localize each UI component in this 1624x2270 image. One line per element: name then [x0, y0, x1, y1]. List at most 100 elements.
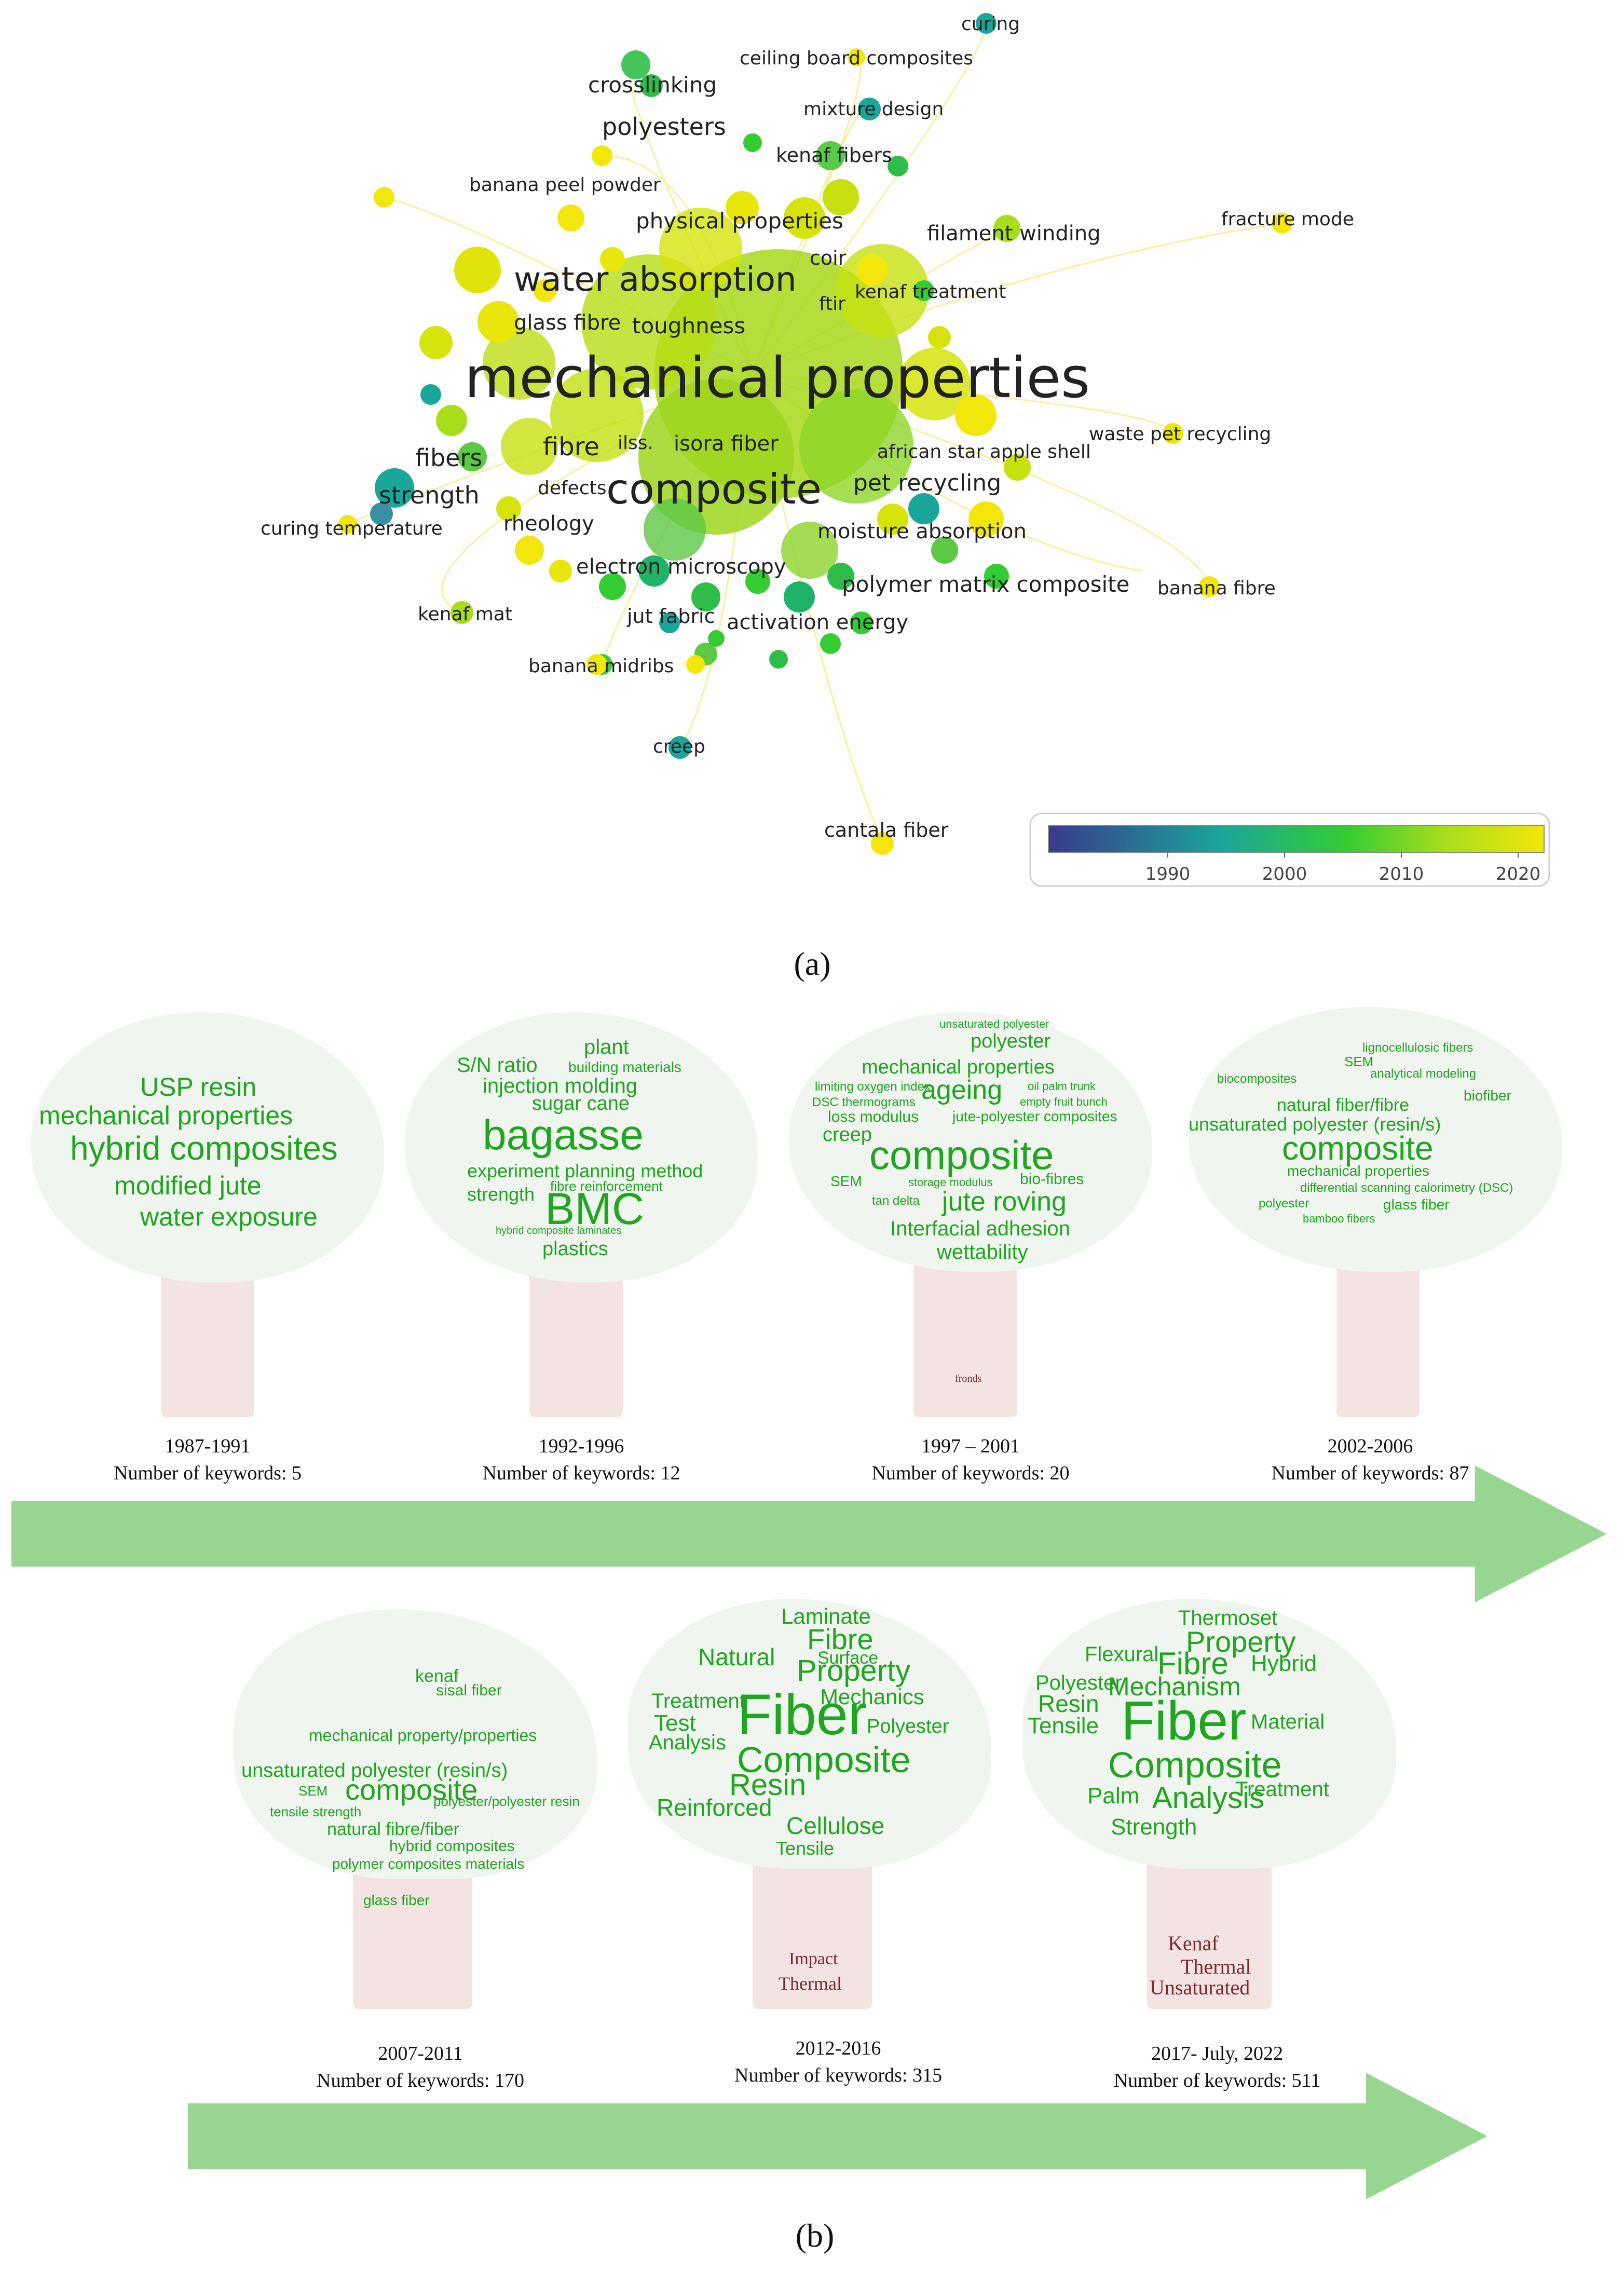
word: strength	[467, 1184, 535, 1205]
network-small-nodes	[338, 13, 1292, 855]
word: Interfacial adhesion	[890, 1217, 1070, 1240]
word: differential scanning calorimetry (DSC)	[1300, 1181, 1513, 1195]
word: Thermoset	[1178, 1607, 1278, 1629]
word: polymer composites materials	[332, 1856, 525, 1872]
legend-tick-1990: 1990	[1145, 864, 1191, 885]
kw-glass-fibre: glass fibre	[514, 311, 621, 335]
word: Impact	[789, 1949, 838, 1968]
word: empty fruit bunch	[1020, 1095, 1108, 1108]
timeline-arrow-top	[10, 1464, 1612, 1606]
word: Palm	[1087, 1783, 1140, 1809]
word: injection molding	[483, 1075, 637, 1097]
word: Laminate	[781, 1604, 871, 1628]
word: SEM	[830, 1173, 862, 1189]
word: water exposure	[140, 1202, 318, 1231]
kw-ceiling-board-composites: ceiling board composites	[740, 48, 973, 69]
word: Thermal	[779, 1973, 842, 1994]
network-labels: curing ceiling board composites crosslin…	[261, 13, 1354, 841]
word: Resin	[729, 1768, 807, 1802]
kw-physical-properties: physical properties	[636, 208, 843, 234]
word: polyester	[1259, 1197, 1309, 1211]
word: hybrid composites	[70, 1130, 338, 1167]
word: kenaf	[415, 1666, 459, 1686]
kw-fibre: fibre	[543, 432, 599, 461]
kw-rheology: rheology	[503, 512, 594, 536]
word: limiting oxygen index	[815, 1080, 931, 1094]
kw-moisture-absorption: moisture absorption	[817, 520, 1027, 543]
word: Resin	[1038, 1690, 1099, 1717]
word: building materials	[568, 1059, 681, 1075]
word: Flexural	[1085, 1643, 1159, 1666]
word: hybrid composite laminates	[496, 1225, 622, 1236]
word: sugar cane	[532, 1093, 630, 1114]
word: biocomposites	[1217, 1072, 1297, 1086]
kw-polymer-matrix-composite: polymer matrix composite	[842, 572, 1129, 597]
word: Strength	[1111, 1814, 1197, 1840]
kw-mixture-design: mixture design	[803, 99, 944, 120]
word: mechanical properties	[862, 1056, 1055, 1078]
word: Fibre	[807, 1623, 874, 1655]
kw-water-absorption: water absorption	[514, 261, 797, 299]
kw-fibers: fibers	[415, 444, 482, 472]
kw-pet-recycling: pet recycling	[853, 470, 1001, 496]
tree-1997-2001: unsaturated polyester polyester mechanic…	[784, 1002, 1157, 1422]
word: tensile strength	[270, 1804, 362, 1819]
word: composite	[1282, 1130, 1434, 1167]
word: natural fiber/fibre	[1277, 1095, 1410, 1115]
word: loss modulus	[828, 1108, 919, 1125]
word: DSC thermograms	[812, 1095, 916, 1109]
panel-a-label: (a)	[794, 945, 831, 982]
word: Polyester	[1035, 1671, 1122, 1694]
kw-fracture-mode: fracture mode	[1221, 209, 1354, 230]
period-caption: 2007-2011 Number of keywords: 170	[317, 2043, 524, 2091]
word: mechanical properties	[1287, 1163, 1429, 1179]
kw-composite: composite	[606, 465, 822, 513]
kw-kenaf-treatment: kenaf treatment	[855, 281, 1006, 303]
kw-polyesters: polyesters	[602, 113, 726, 141]
word: creep	[823, 1124, 872, 1146]
word: Tensile	[1028, 1713, 1099, 1738]
kw-crosslinking: crosslinking	[588, 72, 717, 98]
word: composite	[345, 1773, 478, 1806]
word: BMC	[545, 1184, 645, 1234]
kw-strength: strength	[379, 481, 480, 509]
word: Cellulose	[786, 1812, 885, 1839]
word: Treatment	[651, 1690, 745, 1712]
word: Natural	[698, 1643, 775, 1670]
word: Thermal	[1181, 1955, 1251, 1978]
word: analytical modeling	[1370, 1067, 1477, 1081]
kw-isora-fiber: isora fiber	[674, 432, 779, 456]
tree-1987-1991: USP resin mechanical properties hybrid c…	[21, 1002, 394, 1422]
word: Analysis	[649, 1731, 726, 1754]
kw-ftir: ftir	[819, 293, 845, 315]
word: Fibre	[1157, 1646, 1229, 1681]
word: Analysis	[1152, 1781, 1264, 1815]
period-caption: 2017- July, 2022 Number of keywords: 511	[1113, 2043, 1321, 2091]
word: Mechanism	[1108, 1672, 1241, 1701]
word: tan delta	[872, 1194, 920, 1208]
word: natural fibre/fiber	[327, 1819, 460, 1839]
kw-banana-peel-powder: banana peel powder	[469, 174, 661, 196]
word: USP resin	[140, 1072, 257, 1102]
kw-curing: curing	[961, 13, 1020, 35]
word: composite	[869, 1132, 1054, 1178]
period-caption: 2002-2006 Number of keywords: 87	[1271, 1435, 1469, 1484]
word: Polyester	[867, 1716, 949, 1737]
word: SEM	[1344, 1054, 1374, 1069]
word: Material	[1251, 1710, 1325, 1733]
word: polyester	[971, 1030, 1051, 1052]
timeline-arrow-bottom	[187, 2071, 1492, 2203]
word: mechanical properties	[39, 1101, 293, 1130]
word: Composite	[737, 1739, 911, 1780]
tree-2002-2006: lignocellulosic fibers SEM biocomposites…	[1183, 1002, 1567, 1422]
word: S/N ratio	[457, 1054, 538, 1077]
word: glass fiber	[1383, 1197, 1450, 1213]
kw-filament-winding: filament winding	[927, 222, 1101, 246]
word: hybrid composites	[389, 1838, 515, 1855]
tree-2017-2022: Thermoset Property Fibre Flexural Hybrid…	[1017, 1594, 1401, 2014]
word: Composite	[1108, 1745, 1282, 1785]
word: storage modulus	[908, 1176, 993, 1189]
period-caption: 1987-1991 Number of keywords: 5	[114, 1435, 302, 1484]
legend-tick-2000: 2000	[1262, 864, 1307, 885]
kw-ilss: ilss.	[618, 432, 653, 454]
